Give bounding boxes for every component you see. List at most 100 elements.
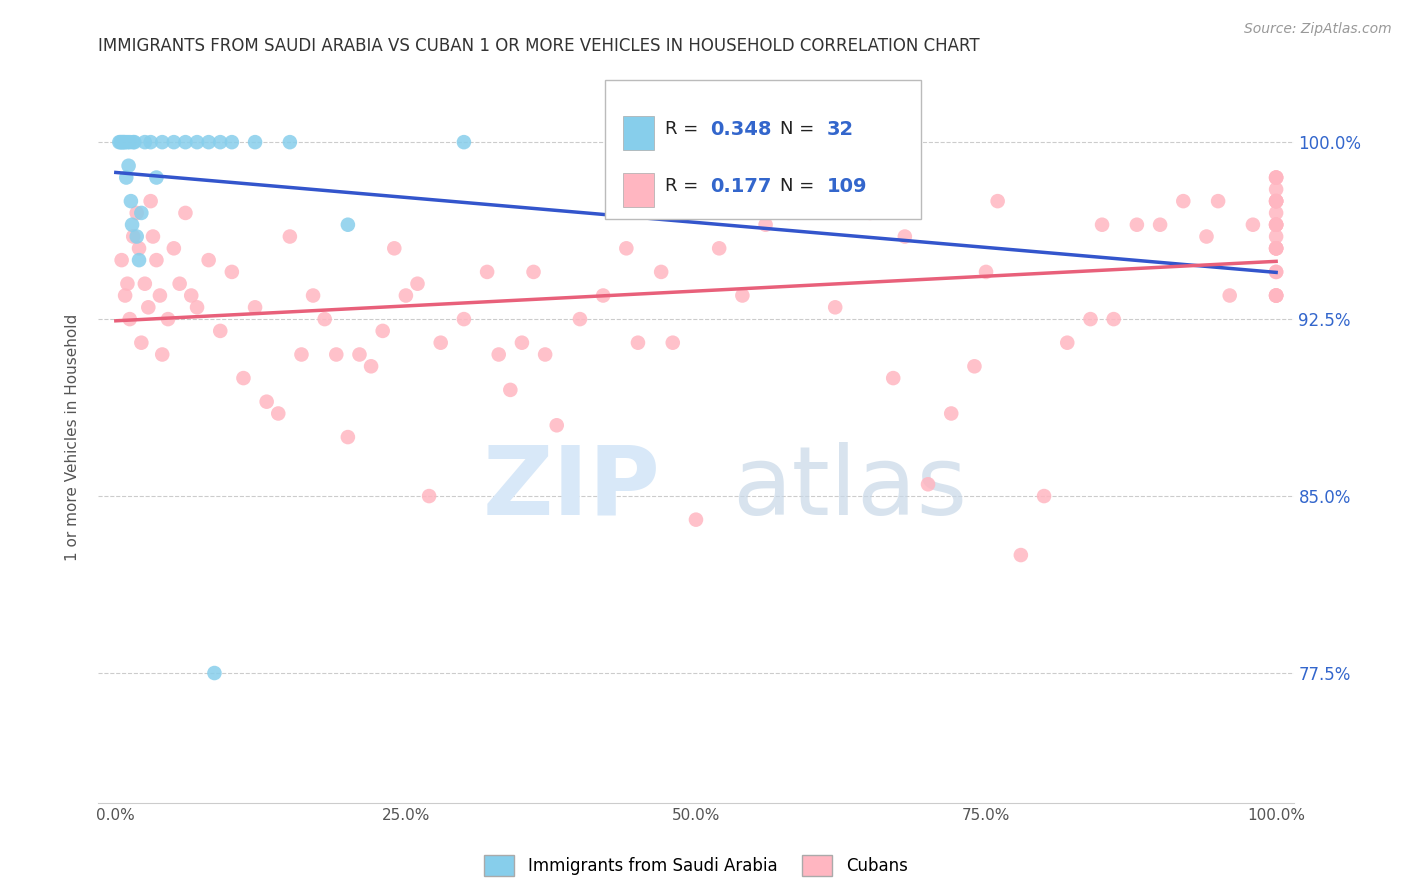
Point <box>145 170 167 185</box>
Point <box>859 206 882 220</box>
Point <box>114 135 136 149</box>
Point <box>221 265 243 279</box>
Point <box>243 301 266 315</box>
Point <box>186 301 208 315</box>
Point <box>1265 170 1288 185</box>
Point <box>546 418 568 433</box>
Text: N =: N = <box>780 120 820 138</box>
Point <box>128 241 150 255</box>
Point <box>1265 194 1288 208</box>
Text: R =: R = <box>665 178 710 195</box>
Point <box>510 335 533 350</box>
Point <box>1080 312 1102 326</box>
Point <box>180 288 202 302</box>
Point <box>1102 312 1125 326</box>
Point <box>453 312 475 326</box>
Point <box>475 265 498 279</box>
Legend: Immigrants from Saudi Arabia, Cubans: Immigrants from Saudi Arabia, Cubans <box>478 848 914 882</box>
Point <box>163 135 186 149</box>
Point <box>894 229 917 244</box>
Point <box>128 253 150 268</box>
Point <box>941 407 963 421</box>
Point <box>1265 288 1288 302</box>
Point <box>406 277 429 291</box>
Point <box>1219 288 1241 302</box>
Point <box>157 312 180 326</box>
Point <box>209 324 232 338</box>
Point <box>131 206 153 220</box>
Point <box>1010 548 1032 562</box>
Point <box>221 135 243 149</box>
Point <box>122 135 145 149</box>
Point <box>522 265 544 279</box>
Point <box>778 206 800 220</box>
Point <box>174 135 197 149</box>
Point <box>1265 288 1288 302</box>
Point <box>302 288 325 302</box>
Point <box>117 135 139 149</box>
Point <box>1149 218 1171 232</box>
Point <box>1056 335 1078 350</box>
Point <box>186 135 208 149</box>
Point <box>1265 194 1288 208</box>
Point <box>142 229 165 244</box>
Point <box>115 170 138 185</box>
Point <box>197 135 219 149</box>
Point <box>488 347 510 361</box>
Point <box>139 135 162 149</box>
Point <box>1241 218 1264 232</box>
Point <box>360 359 382 374</box>
Point <box>709 241 731 255</box>
Point <box>1126 218 1149 232</box>
Point <box>349 347 371 361</box>
Point <box>568 312 591 326</box>
Point <box>1195 229 1218 244</box>
Point <box>1265 194 1288 208</box>
Point <box>121 218 143 232</box>
Point <box>1265 182 1288 196</box>
Point <box>1091 218 1114 232</box>
Text: ZIP: ZIP <box>482 442 661 535</box>
Text: N =: N = <box>780 178 820 195</box>
Point <box>169 277 191 291</box>
Point <box>243 135 266 149</box>
Text: atlas: atlas <box>733 442 967 535</box>
Point <box>627 335 650 350</box>
Point <box>731 288 754 302</box>
Y-axis label: 1 or more Vehicles in Household: 1 or more Vehicles in Household <box>65 313 80 561</box>
Point <box>1265 206 1288 220</box>
Point <box>1265 218 1288 232</box>
Point <box>267 407 290 421</box>
Point <box>1173 194 1195 208</box>
Point <box>882 371 904 385</box>
Point <box>1265 194 1288 208</box>
Point <box>974 265 997 279</box>
Point <box>1265 288 1288 302</box>
Point <box>371 324 394 338</box>
Point <box>499 383 522 397</box>
Point <box>1265 218 1288 232</box>
Point <box>111 135 134 149</box>
Point <box>1033 489 1056 503</box>
Point <box>125 229 148 244</box>
Point <box>174 206 197 220</box>
Point <box>614 241 637 255</box>
Text: 109: 109 <box>827 177 868 196</box>
Point <box>278 229 301 244</box>
Point <box>150 135 173 149</box>
Point <box>136 301 159 315</box>
Text: 0.177: 0.177 <box>710 177 772 196</box>
Text: 0.348: 0.348 <box>710 120 772 139</box>
Point <box>1265 265 1288 279</box>
Text: R =: R = <box>665 120 704 138</box>
Point <box>801 194 824 208</box>
Point <box>917 477 939 491</box>
Point <box>1265 288 1288 302</box>
Point <box>418 489 440 503</box>
Point <box>117 159 139 173</box>
Point <box>149 288 172 302</box>
Point <box>661 335 683 350</box>
Point <box>650 265 672 279</box>
Point <box>592 288 614 302</box>
Point <box>232 371 254 385</box>
